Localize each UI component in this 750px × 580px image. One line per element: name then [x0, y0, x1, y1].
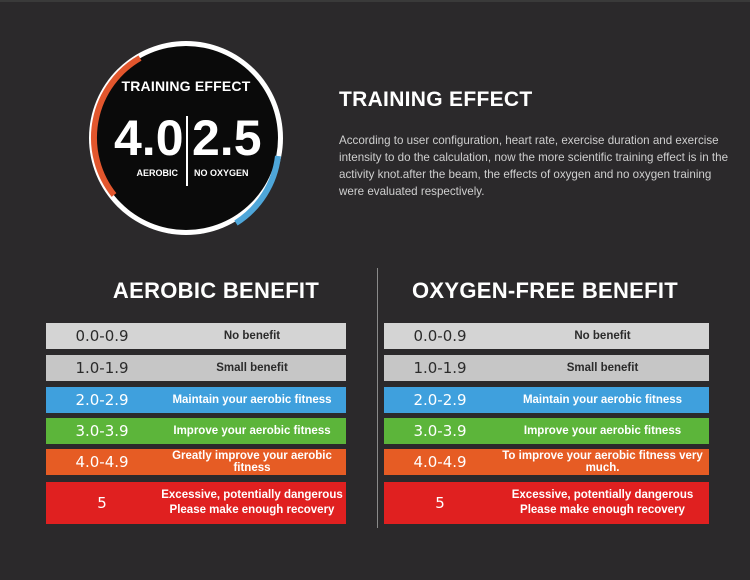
page-title: TRAINING EFFECT — [339, 88, 533, 111]
dial-divider — [186, 116, 188, 186]
aerobic-benefit-description-line: Please make enough recovery — [169, 504, 335, 516]
description: According to user configuration, heart r… — [339, 134, 729, 198]
oxygen-free-benefit-description: No benefit — [574, 330, 631, 342]
aerobic-benefit-range: 3.0-3.9 — [75, 422, 129, 440]
oxygen-free-benefit-row: 3.0-3.9 Improve your aerobic fitness — [384, 418, 709, 444]
column-divider — [377, 268, 378, 528]
aerobic-benefit-row: 5 Excessive, potentially dangerous Please … — [46, 482, 346, 524]
aerobic-benefit-description: Small benefit — [216, 362, 288, 374]
oxygen-free-benefit-description: Small benefit — [566, 362, 639, 374]
oxygen-free-benefit-description: Improve your aerobic fitness — [523, 425, 682, 437]
dial-title: TRAINING EFFECT — [121, 78, 251, 94]
oxygen-free-benefit-range: 3.0-3.9 — [413, 422, 467, 440]
top-divider — [0, 0, 750, 2]
oxygen-free-benefit-range: 4.0-4.9 — [413, 453, 467, 471]
aerobic-benefit-description: Greatly improve your aerobic fitness — [172, 450, 332, 474]
aerobic-benefit-description: Excessive, potentially dangerous Please m… — [158, 488, 346, 518]
aerobic-value: 4.0 — [114, 110, 184, 166]
aerobic-benefit-row: 1.0-1.9 Small benefit — [46, 355, 346, 381]
oxygen-free-benefit-description-line: Excessive, potentially dangerous — [511, 489, 694, 501]
aerobic-benefit-range: 4.0-4.9 — [75, 453, 129, 471]
aerobic-benefit-description: No benefit — [223, 330, 281, 342]
aerobic-benefit-range: 0.0-0.9 — [75, 327, 129, 345]
oxygen-free-benefit-row: 5 Excessive, potentially dangerous Please … — [384, 482, 709, 524]
no-oxygen-value: 2.5 — [192, 110, 262, 166]
oxygen-free-benefit-row: 0.0-0.9 No benefit — [384, 323, 709, 349]
aerobic-benefit-description: Maintain your aerobic fitness — [172, 394, 332, 406]
oxygen-free-benefit-row: 2.0-2.9 Maintain your aerobic fitness — [384, 387, 709, 413]
aerobic-benefit-range: 5 — [97, 494, 107, 512]
aerobic-benefit-row: 2.0-2.9 Maintain your aerobic fitness — [46, 387, 346, 413]
oxygen-free-benefit-range: 2.0-2.9 — [413, 391, 467, 409]
aerobic-benefit-row: 4.0-4.9 Greatly improve your aerobic fitn… — [46, 449, 346, 475]
aerobic-benefit-row: 3.0-3.9 Improve your aerobic fitness — [46, 418, 346, 444]
aerobic-label: AEROBIC — [136, 168, 178, 178]
no-oxygen-label: NO OXYGEN — [194, 168, 249, 178]
oxygen-free-benefit-range: 5 — [435, 494, 445, 512]
aerobic-benefit-row: 0.0-0.9 No benefit — [46, 323, 346, 349]
oxygen-free-benefit-range: 0.0-0.9 — [413, 327, 467, 345]
oxygen-free-benefit-row: 1.0-1.9 Small benefit — [384, 355, 709, 381]
oxygen-free-benefit-row: 4.0-4.9 To improve your aerobic fitness v… — [384, 449, 709, 475]
aerobic-benefit-description-line: Excessive, potentially dangerous — [161, 489, 343, 501]
oxygen-free-benefit-description: Maintain your aerobic fitness — [522, 394, 683, 406]
training-effect-dial: TRAINING EFFECT 4.0 2.5 AEROBIC NO OXYGE… — [86, 38, 286, 238]
aerobic-benefit-range: 2.0-2.9 — [75, 391, 129, 409]
oxygen-free-benefit-description: Excessive, potentially dangerous Please m… — [496, 488, 709, 518]
aerobic-benefit-heading: AEROBIC BENEFIT — [112, 278, 320, 303]
oxygen-free-benefit-description: To improve your aerobic fitness very muc… — [502, 450, 703, 474]
oxygen-free-benefit-description-line: Please make enough recovery — [520, 504, 685, 516]
aerobic-benefit-description: Improve your aerobic fitness — [173, 425, 331, 437]
oxygen-free-benefit-heading: OXYGEN-FREE BENEFIT — [411, 278, 679, 303]
oxygen-free-benefit-range: 1.0-1.9 — [413, 359, 467, 377]
aerobic-benefit-range: 1.0-1.9 — [75, 359, 129, 377]
